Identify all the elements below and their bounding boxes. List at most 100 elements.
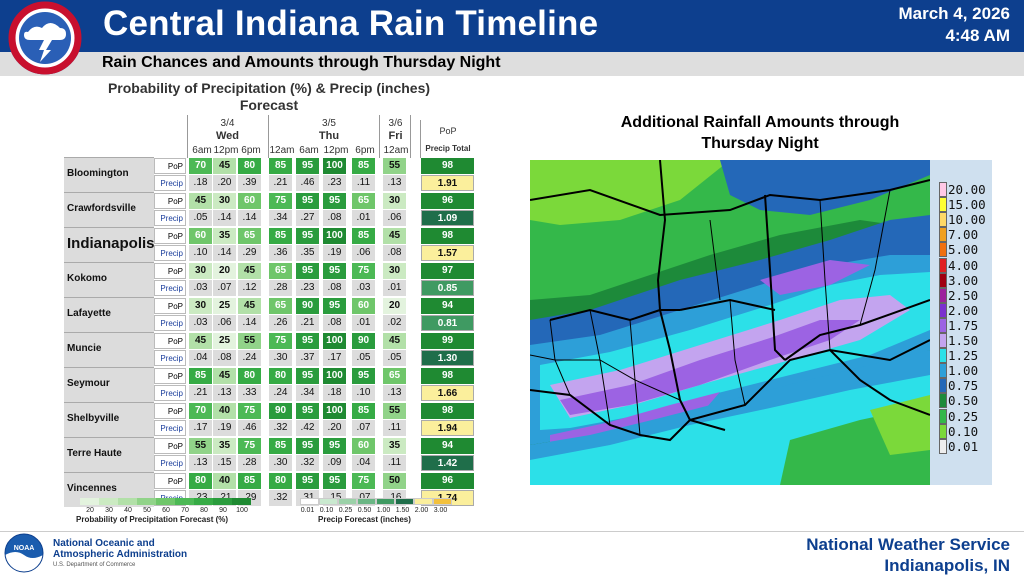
nws-logo — [8, 1, 82, 75]
pop-cell: 85 — [269, 438, 292, 454]
scale-label: 0.01 — [948, 438, 979, 454]
map-title-line2: Thursday Night — [701, 135, 819, 152]
scale-swatch — [939, 363, 947, 379]
pop-cell: 65 — [269, 298, 292, 314]
scale-swatch — [939, 227, 947, 243]
rainfall-map — [530, 160, 930, 485]
issue-date: March 4, 2026 — [898, 4, 1010, 23]
precip-total-cell: 1.91 — [421, 175, 474, 191]
precip-cell: .07 — [213, 280, 236, 296]
precip-cell: .34 — [296, 385, 319, 401]
pop-total-cell: 97 — [421, 263, 474, 279]
precip-row-label: Precip — [154, 210, 186, 226]
precip-row-label: Precip — [154, 420, 186, 436]
scale-swatch — [939, 182, 947, 197]
precip-cell: .01 — [383, 280, 406, 296]
pop-legend-label: 30 — [105, 507, 113, 514]
scale-swatch — [939, 257, 947, 273]
noaa-logo: NOAA — [4, 533, 44, 573]
precip-cell: .23 — [296, 280, 319, 296]
precip-cell: .30 — [269, 455, 292, 471]
precip-total-cell: 0.81 — [421, 315, 474, 331]
pop-total-cell: 94 — [421, 298, 474, 314]
pop-cell: 65 — [238, 228, 261, 244]
pop-cell: 100 — [323, 228, 346, 244]
scale-swatch — [939, 302, 947, 318]
scale-label: 5.00 — [948, 242, 979, 258]
pop-cell: 95 — [296, 158, 319, 174]
precip-cell: .42 — [296, 420, 319, 436]
table-title: Probability of Precipitation (%) & Preci… — [96, 80, 442, 114]
precip-total-cell: 1.09 — [421, 210, 474, 226]
precip-cell: .03 — [189, 315, 212, 331]
precip-cell: .06 — [213, 315, 236, 331]
precip-cell: .33 — [238, 385, 261, 401]
pop-cell: 75 — [269, 333, 292, 349]
pop-cell: 30 — [213, 193, 236, 209]
precip-cell: .18 — [189, 175, 212, 191]
pop-cell: 25 — [213, 333, 236, 349]
scale-swatch — [939, 423, 947, 439]
pop-cell: 25 — [213, 298, 236, 314]
noaa-name-line1: National Oceanic and — [53, 538, 155, 549]
scale-swatch — [939, 378, 947, 394]
scale-swatch — [939, 393, 947, 409]
precip-cell: .11 — [383, 455, 406, 471]
precip-cell: .28 — [238, 455, 261, 471]
precip-cell: .07 — [352, 420, 375, 436]
precip-cell: .30 — [269, 350, 292, 366]
time-header: 6pm — [241, 145, 261, 156]
pop-row-label: PoP — [154, 158, 186, 174]
time-header: 6pm — [355, 145, 375, 156]
precip-cell: .27 — [296, 210, 319, 226]
pop-cell: 95 — [323, 263, 346, 279]
pop-cell: 95 — [296, 263, 319, 279]
precip-row-label: Precip — [154, 455, 186, 471]
day-name-1: Thu — [318, 130, 340, 142]
pop-cell: 75 — [238, 438, 261, 454]
pop-cell: 95 — [323, 438, 346, 454]
precip-cell: .04 — [189, 350, 212, 366]
city-block — [64, 402, 154, 437]
pop-legend-label: 60 — [162, 507, 170, 514]
pop-cell: 20 — [213, 263, 236, 279]
precip-cell: .08 — [323, 210, 346, 226]
map-title-line1: Additional Rainfall Amounts through — [620, 114, 900, 131]
pop-total-cell: 96 — [421, 193, 474, 209]
pop-cell: 30 — [189, 298, 212, 314]
precip-cell: .21 — [296, 315, 319, 331]
pop-total-header: PoP — [439, 126, 457, 136]
city-name: Indianapolis — [67, 235, 155, 252]
pop-cell: 45 — [383, 228, 406, 244]
precip-cell: .24 — [269, 385, 292, 401]
pop-cell: 95 — [296, 473, 319, 489]
precip-cell: .01 — [352, 210, 375, 226]
pop-legend-title: Probability of Precipitation Forecast (%… — [76, 515, 229, 524]
scale-label: 1.00 — [948, 363, 979, 379]
pop-total-cell: 98 — [421, 368, 474, 384]
pop-cell: 60 — [238, 193, 261, 209]
precip-row-label: Precip — [154, 245, 186, 261]
pop-cell: 90 — [352, 333, 375, 349]
pop-cell: 70 — [189, 403, 212, 419]
scale-swatch — [939, 272, 947, 288]
time-header: 12am — [383, 145, 409, 156]
precip-legend-swatch — [300, 498, 319, 505]
precip-legend-title: Precip Forecast (inches) — [318, 515, 411, 524]
precip-legend-label: 0.25 — [338, 507, 353, 514]
pop-cell: 65 — [383, 368, 406, 384]
precip-cell: .10 — [352, 385, 375, 401]
precip-legend-swatch — [338, 498, 357, 505]
pop-row-label: PoP — [154, 263, 186, 279]
precip-legend-swatch — [433, 498, 452, 505]
precip-cell: .39 — [238, 175, 261, 191]
precip-total-cell: 1.42 — [421, 455, 474, 471]
pop-cell: 95 — [296, 193, 319, 209]
pop-cell: 65 — [269, 263, 292, 279]
precip-legend-label: 1.00 — [376, 507, 391, 514]
pop-legend-swatch — [156, 498, 175, 505]
table-title-line2: Forecast — [239, 97, 299, 113]
precip-cell: .13 — [383, 385, 406, 401]
precip-total-cell: 1.66 — [421, 385, 474, 401]
precip-cell: .03 — [189, 280, 212, 296]
